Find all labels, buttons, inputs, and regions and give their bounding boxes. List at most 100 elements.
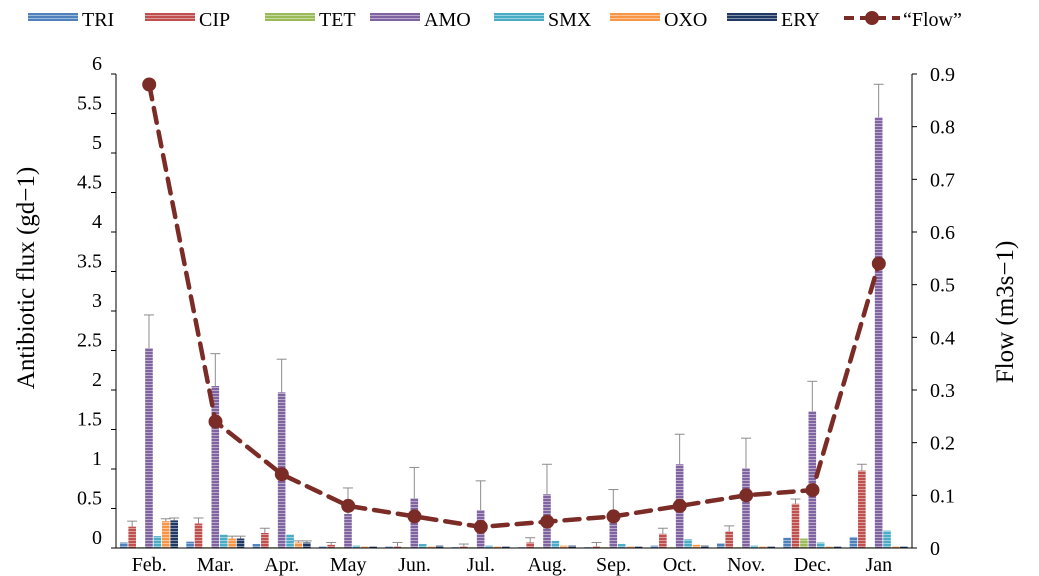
- x-tick-label: Apr.: [264, 554, 299, 576]
- bar-tet-10: [800, 538, 808, 548]
- y2-tick-label: 0.2: [930, 433, 955, 455]
- y2-tick-label: 0.4: [930, 327, 955, 349]
- x-tick-label: Oct.: [663, 554, 697, 576]
- bar-smx-9: [750, 545, 759, 548]
- flow-point-7: [606, 509, 621, 524]
- y2-tick-label: 0.3: [930, 380, 955, 402]
- bar-smx-11: [883, 530, 891, 548]
- bar-cip-6: [526, 542, 534, 548]
- x-tick-label: Jul.: [467, 554, 495, 576]
- bar-ery-4: [435, 545, 444, 548]
- bar-amo-10: [808, 411, 817, 548]
- bar-ery-3: [369, 546, 377, 548]
- error-bars: [127, 83, 884, 547]
- legend-swatch-ery: [727, 13, 777, 21]
- legend-label-ery: ERY: [781, 9, 820, 31]
- legend-swatch-tri: [28, 13, 78, 21]
- bar-groups: [119, 117, 908, 548]
- bar-oxo-0: [161, 521, 170, 548]
- bar-smx-3: [352, 545, 361, 548]
- legend-label-amo: AMO: [424, 9, 471, 31]
- bar-oxo-3: [360, 546, 369, 548]
- bar-cip-10: [791, 503, 800, 548]
- y-tick-label: 5: [92, 132, 102, 154]
- bar-ery-10: [833, 546, 842, 548]
- y2-tick-label: 0.7: [930, 169, 955, 191]
- y-tick-label: 1: [92, 448, 102, 470]
- legend-label-flow: “Flow”: [903, 9, 962, 31]
- bar-oxo-7: [626, 546, 634, 548]
- bar-cip-8: [659, 533, 667, 548]
- bar-tri-1: [186, 541, 194, 548]
- legend-label-tet: TET: [319, 9, 356, 31]
- x-tick-label: Dec.: [794, 554, 831, 576]
- x-tick-label: Jun.: [398, 554, 431, 576]
- legend-swatch-oxo: [610, 13, 660, 21]
- flow-point-3: [341, 498, 356, 513]
- legend-label-cip: CIP: [199, 9, 230, 31]
- bar-smx-7: [617, 544, 626, 548]
- bar-tri-3: [318, 546, 327, 548]
- y-tick-label: 3.5: [77, 251, 102, 273]
- bar-smx-10: [816, 542, 825, 548]
- y2-tick-label: 0.9: [930, 64, 955, 86]
- x-tick-label: Jan: [865, 554, 892, 576]
- bar-tri-10: [783, 537, 791, 548]
- y-tick-label: 2: [92, 369, 102, 391]
- axes: 0 0.5 1 1.5 2 2.5 3 3.5 4 4.5 5 5.5 6 0 0.1 0.2 0.3 0.4 0.…: [77, 53, 955, 576]
- y-tick-label: 4.5: [77, 172, 102, 194]
- bar-oxo-4: [427, 546, 435, 548]
- y-tick-label: 0.5: [77, 488, 102, 510]
- y2-tick-label: 0: [930, 538, 940, 560]
- bar-tri-0: [119, 542, 128, 548]
- flow-point-4: [407, 509, 422, 524]
- legend-swatch-smx: [494, 13, 544, 21]
- x-tick-label: Sep.: [596, 554, 631, 576]
- flow-point-2: [274, 467, 289, 482]
- bar-tri-8: [650, 545, 659, 548]
- bar-oxo-9: [758, 546, 767, 548]
- y-tick-label: 3: [92, 290, 102, 312]
- legend-swatch-cip: [145, 13, 195, 21]
- bar-amo-1: [211, 386, 220, 548]
- y2-tick-label: 0.5: [930, 275, 955, 297]
- bar-ery-0: [170, 520, 178, 548]
- bar-amo-3: [344, 514, 352, 548]
- legend: TRI CIP TET AMO SMX OXO ERY “Flow”: [28, 9, 962, 31]
- bar-ery-1: [236, 538, 245, 548]
- y2-tick-label: 0.1: [930, 485, 955, 507]
- bar-oxo-11: [891, 546, 900, 548]
- flow-point-10: [805, 483, 820, 498]
- legend-label-oxo: OXO: [664, 9, 707, 31]
- x-tick-label: Feb.: [132, 554, 167, 576]
- bar-amo-7: [609, 517, 618, 548]
- bar-cip-11: [858, 470, 866, 548]
- bar-smx-6: [551, 540, 560, 548]
- bar-smx-8: [684, 539, 692, 548]
- flow-point-5: [473, 519, 488, 534]
- y2-tick-label: 0.8: [930, 117, 955, 139]
- x-tick-label: Nov.: [727, 554, 765, 576]
- bar-cip-3: [327, 544, 335, 548]
- bar-ery-9: [767, 546, 775, 548]
- bar-smx-0: [153, 536, 162, 548]
- bar-tri-11: [849, 536, 858, 548]
- bar-ery-6: [568, 545, 576, 548]
- bar-cip-9: [725, 531, 733, 548]
- bar-oxo-6: [559, 545, 568, 548]
- y-tick-label: 0: [92, 527, 102, 549]
- bar-tri-4: [385, 546, 393, 548]
- bar-smx-4: [418, 544, 427, 548]
- flow-point-11: [871, 256, 886, 271]
- legend-swatch-amo: [370, 13, 420, 21]
- y-tick-label: 5.5: [77, 93, 102, 115]
- y-axis-label: Antibiotic flux (gd−1): [13, 167, 40, 389]
- bar-amo-11: [874, 117, 883, 548]
- bar-cip-7: [592, 546, 601, 548]
- bar-oxo-1: [228, 538, 236, 548]
- bar-tri-9: [716, 543, 725, 548]
- legend-marker-flow: [865, 11, 879, 25]
- bar-ery-5: [502, 546, 510, 548]
- bar-smx-2: [286, 534, 294, 548]
